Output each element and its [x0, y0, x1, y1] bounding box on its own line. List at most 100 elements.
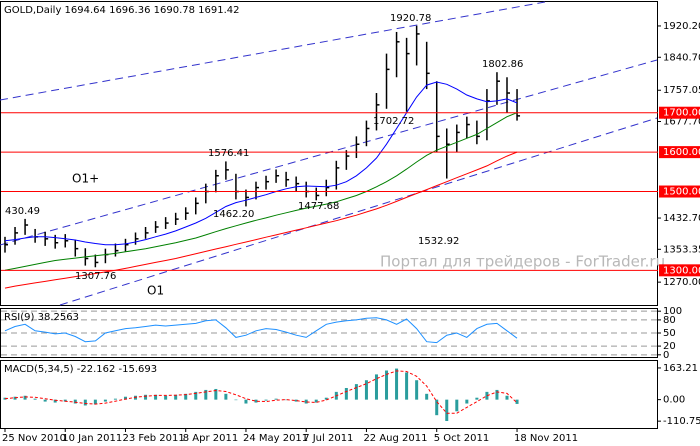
histogram-bar — [284, 399, 288, 401]
annotation: 1532.92 — [418, 236, 459, 247]
histogram-bar — [475, 397, 479, 400]
annotation: 430.49 — [5, 206, 40, 217]
histogram-bar — [164, 395, 168, 400]
histogram-bar — [294, 399, 298, 402]
y-tick-label: 163.21 — [663, 363, 698, 374]
y-tick-label: 0 — [663, 350, 669, 361]
histogram-bar — [194, 391, 198, 400]
histogram-bar — [214, 388, 218, 400]
y-tick-label: 100 — [663, 306, 682, 317]
level-label: 1700.00 — [663, 108, 700, 119]
y-tick-label: 1432.70 — [663, 213, 700, 224]
pane-title: RSI(9) 38.2563 — [4, 312, 79, 323]
annotation: 1920.78 — [390, 13, 431, 24]
rsi-pane — [0, 308, 658, 358]
price-pane — [0, 1, 658, 306]
histogram-bar — [274, 398, 278, 400]
histogram-bar — [204, 389, 208, 400]
annotation: 1702.72 — [373, 116, 414, 127]
annotation: O1+ — [72, 172, 99, 186]
histogram-bar — [344, 387, 348, 400]
x-tick-label: 10 Jan 2011 — [62, 433, 122, 444]
y-tick-label: 1920.20 — [663, 21, 700, 32]
histogram-bar — [395, 368, 399, 400]
series-line — [4, 370, 518, 414]
histogram-bar — [254, 399, 258, 403]
histogram-bar — [485, 391, 489, 400]
histogram-bar — [425, 393, 429, 400]
histogram-bar — [364, 380, 368, 400]
histogram-bar — [93, 399, 97, 405]
y-tick-label: 1757.05 — [663, 85, 700, 96]
y-tick-label: 1353.35 — [663, 244, 700, 255]
histogram-bar — [83, 399, 87, 406]
y-tick-label: -110.751 — [663, 416, 700, 427]
histogram-bar — [415, 380, 419, 400]
x-tick-label: 22 Aug 2011 — [363, 433, 427, 444]
x-tick-label: 18 Nov 2011 — [514, 433, 578, 444]
y-tick-label: 20 — [663, 341, 676, 352]
histogram-bar — [324, 397, 328, 400]
histogram-bar — [184, 393, 188, 400]
histogram-bar — [264, 399, 268, 401]
histogram-bar — [234, 399, 238, 401]
level-box — [659, 264, 700, 277]
histogram-bar — [63, 399, 67, 402]
annotation: 1802.86 — [482, 59, 523, 70]
annotation: O1 — [147, 284, 164, 298]
x-tick-label: 24 May 2011 — [243, 433, 308, 444]
indicator-line — [4, 317, 518, 344]
level-label: 1300.00 — [663, 265, 700, 276]
series-line — [4, 81, 518, 246]
histogram-bar — [515, 399, 519, 404]
histogram-bar — [465, 399, 469, 404]
histogram-bar — [244, 399, 248, 404]
histogram-bar — [455, 399, 459, 412]
histogram-bar — [103, 399, 107, 402]
x-tick-label: 7 Jul 2011 — [303, 433, 353, 444]
histogram-bar — [123, 396, 127, 400]
y-tick-label: 0.00 — [663, 395, 685, 406]
y-tick-label: 1270.00 — [663, 277, 700, 288]
histogram-bar — [495, 389, 499, 400]
series-line — [4, 112, 518, 271]
y-tick-label: 50 — [663, 328, 676, 339]
annotation: 1576.41 — [208, 148, 249, 159]
annotation: 1462.20 — [213, 209, 254, 220]
series-line — [4, 151, 518, 289]
level-box — [659, 106, 700, 119]
histogram-bar — [445, 399, 449, 422]
histogram-bar — [174, 394, 178, 400]
x-tick-label: 5 Oct 2011 — [434, 433, 489, 444]
histogram-bar — [23, 395, 27, 400]
histogram-bar — [304, 399, 308, 404]
histogram-bar — [154, 394, 158, 400]
histogram-bar — [53, 399, 57, 403]
histogram-bar — [374, 374, 378, 400]
histogram-bar — [113, 398, 117, 400]
histogram-bar — [505, 395, 509, 400]
annotation: 1307.76 — [75, 271, 116, 282]
x-tick-label: 23 Feb 2011 — [122, 433, 184, 444]
level-label: 1600.00 — [663, 147, 700, 158]
histogram-bar — [405, 372, 409, 400]
histogram-bar — [314, 399, 318, 403]
channel-line — [0, 1, 546, 101]
macd-pane — [0, 360, 658, 429]
histogram-bar — [144, 394, 148, 400]
histogram-bar — [43, 399, 47, 402]
histogram-bar — [385, 370, 389, 400]
histogram-bar — [73, 399, 77, 404]
level-box — [659, 185, 700, 198]
histogram-bar — [435, 399, 439, 416]
histogram-bar — [33, 398, 37, 400]
level-label: 1500.00 — [663, 187, 700, 198]
watermark: Портал для трейдеров - ForTrader.ru — [380, 253, 665, 271]
y-tick-label: 1677.70 — [663, 117, 700, 128]
pane-title: MACD(5,34,5) -22.162 -15.693 — [4, 364, 157, 375]
y-tick-label: 80 — [663, 315, 676, 326]
channel-line — [59, 117, 658, 306]
level-box — [659, 146, 700, 159]
